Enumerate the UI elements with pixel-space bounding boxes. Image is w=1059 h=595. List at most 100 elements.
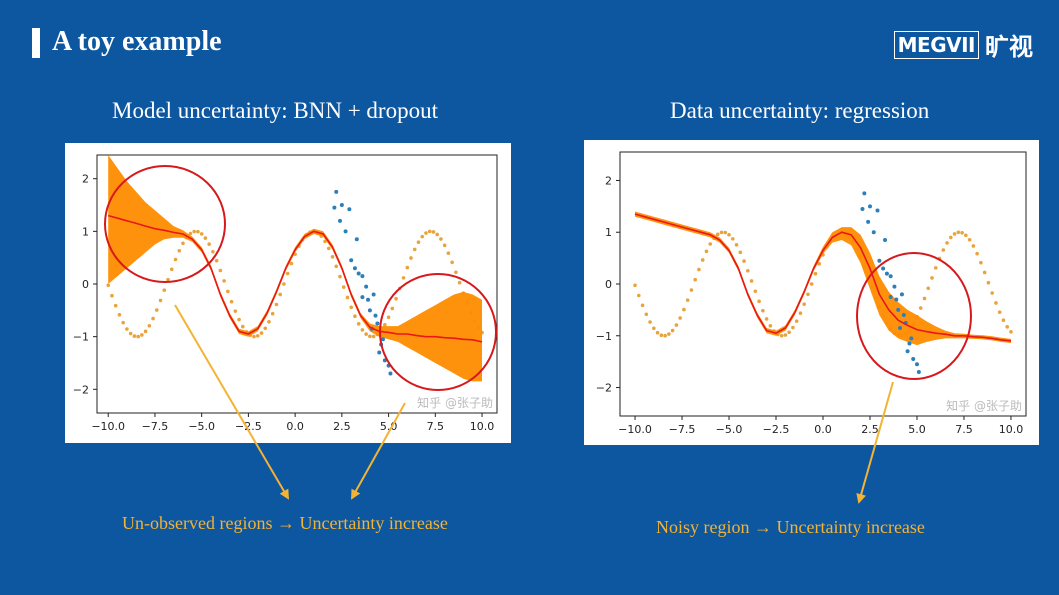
observation-point [343,229,348,234]
true-function-point [282,282,286,286]
data-uncertainty-plot: −10.0 −7.5 −5.0 −2.5 0.0 2.5 5.0 7.5 10.0 2 1 0 −1 −2… [584,140,1039,445]
observation-point [360,295,365,300]
observation-point [884,271,889,276]
true-function-point [715,232,720,237]
true-function-point [143,329,148,334]
true-function-point [926,286,931,291]
true-function-point [697,267,701,272]
true-function-point [457,280,462,285]
y-tick-label: 1 [82,225,89,238]
true-function-point [746,268,750,273]
true-function-point [155,308,159,312]
observation-point [901,313,906,318]
observation-point [352,266,357,271]
true-function-point [1009,329,1013,334]
observation-point [360,274,365,279]
observation-point [386,363,391,368]
observation-point [899,292,904,297]
true-function-point [975,251,979,256]
true-function-point [192,229,196,234]
true-function-point [278,292,282,297]
data-uncertainty-chart: −10.0 −7.5 −5.0 −2.5 0.0 2.5 5.0 7.5 10.0 2 1 0 −1 −2… [596,151,1027,436]
true-function-point [162,288,167,292]
true-function-point [817,262,822,266]
observation-point [909,336,914,341]
true-function-point [674,323,679,327]
observation-point [347,207,352,212]
true-function-point [214,258,219,263]
observation-point [867,204,872,209]
true-function-point [742,259,746,263]
observation-point [905,349,910,354]
true-function-point [997,310,1002,314]
true-function-point [719,230,724,235]
y-tick-label: 0 [82,278,89,291]
true-function-point [360,328,365,332]
true-function-point [222,279,226,283]
true-function-point [218,268,223,273]
model-uncertainty-plot: −10.0 −7.5 −5.0 −2.5 0.0 2.5 5.0 7.5 10.0 2 1 0 −1 −2… [65,143,511,443]
observation-point [388,371,393,376]
true-function-point [412,247,417,252]
observation-point [888,274,893,279]
y-tick-label: 2 [82,173,89,186]
true-function-point [420,234,425,239]
true-function-point [117,312,122,317]
true-function-point [424,231,428,235]
true-function-point [813,271,818,276]
true-function-point [990,291,994,295]
true-function-point [169,267,174,272]
observation-point [349,258,354,263]
true-function-point [289,261,294,266]
true-function-point [446,251,451,256]
slide-title: A toy example [52,26,222,57]
true-function-point [199,232,204,236]
true-function-point [270,311,275,316]
true-function-point [401,276,406,280]
true-function-point [723,230,728,235]
y-tick-label: 1 [605,226,612,239]
true-function-point [1001,318,1006,323]
uncertainty-band [108,155,482,382]
true-function-point [633,283,637,288]
observation-point [862,191,867,196]
observation-point [911,357,916,362]
observation-point [871,230,876,235]
true-function-point [749,279,754,283]
x-tick-label: −7.5 [142,420,169,433]
x-tick-label: 2.5 [861,423,879,436]
true-function-point [964,233,968,238]
true-function-point [110,293,114,298]
true-function-point [971,244,976,248]
true-function-point [252,334,256,339]
true-function-point [229,299,234,304]
true-function-point [338,274,342,279]
true-function-point [809,282,814,286]
true-function-point [233,309,238,313]
observation-point [866,219,871,224]
observation-point [892,284,897,289]
true-function-point [113,303,118,308]
true-function-point [700,258,705,262]
y-tick-label: −1 [73,331,89,344]
x-tick-label: −5.0 [188,420,215,433]
observation-point [373,313,378,318]
title-accent-bar [32,28,40,58]
observation-point [366,297,371,302]
true-function-point [783,333,788,337]
true-function-point [768,324,773,328]
true-function-point [368,334,372,339]
observation-point [888,294,893,299]
y-tick-label: −2 [596,382,612,395]
true-function-point [949,235,953,240]
observation-point [881,266,886,271]
observation-point [894,297,899,302]
true-function-point [106,283,111,288]
true-function-point [439,237,443,241]
true-function-point [727,232,731,237]
observation-point [914,362,919,367]
true-function-point [371,334,376,339]
true-function-point [121,320,125,325]
true-function-point [259,331,264,335]
true-function-point [263,326,268,331]
